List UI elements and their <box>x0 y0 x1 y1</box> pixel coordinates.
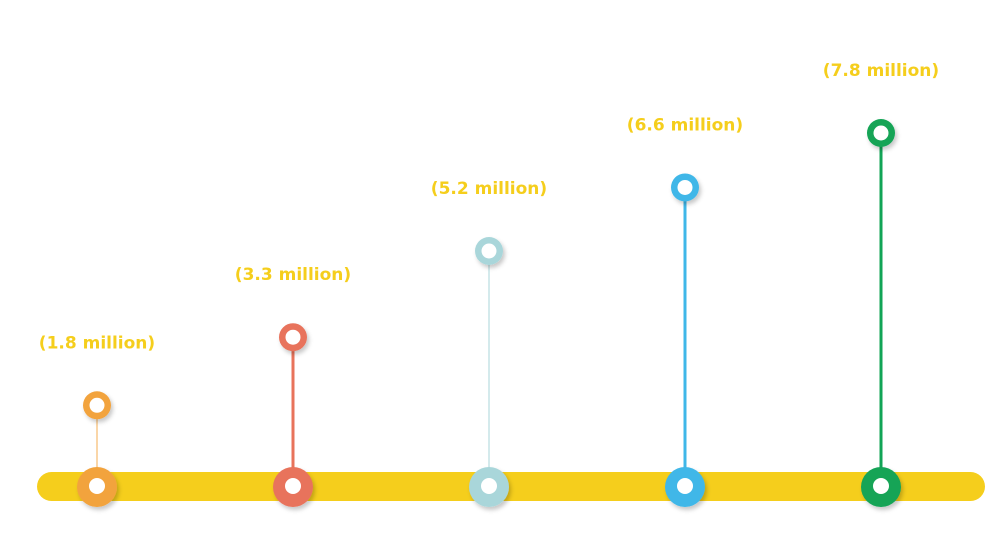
base-marker-center <box>89 478 105 494</box>
base-marker-center <box>873 478 889 494</box>
lollipop-4: (6.6 million) <box>627 115 743 507</box>
base-marker-center <box>677 478 693 494</box>
top-marker-center <box>873 125 889 141</box>
top-marker-center <box>89 397 105 413</box>
lollipop-5: (7.8 million) <box>823 61 939 507</box>
base-marker-center <box>481 478 497 494</box>
value-label: (5.2 million) <box>431 179 547 199</box>
value-label: (1.8 million) <box>39 333 155 353</box>
top-marker-center <box>677 179 693 195</box>
lollipop-2: (3.3 million) <box>235 265 351 507</box>
lollipop-1: (1.8 million) <box>39 333 155 507</box>
top-marker-center <box>481 243 497 259</box>
baseline-bar <box>37 472 985 501</box>
base-marker-center <box>285 478 301 494</box>
value-label: (3.3 million) <box>235 265 351 285</box>
top-marker-center <box>285 329 301 345</box>
value-label: (6.6 million) <box>627 115 743 135</box>
value-label: (7.8 million) <box>823 61 939 81</box>
lollipop-3: (5.2 million) <box>431 179 547 507</box>
